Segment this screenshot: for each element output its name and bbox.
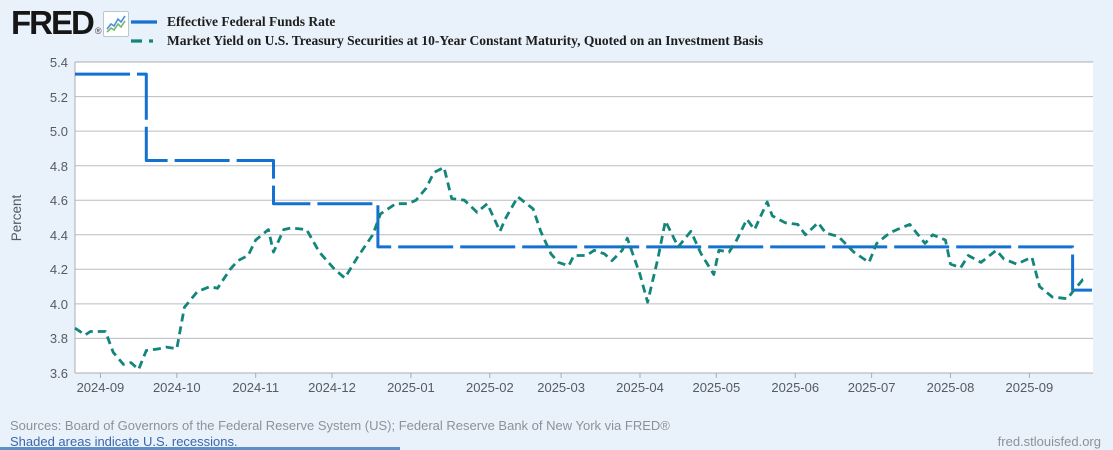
y-tick-label: 5.2 xyxy=(49,89,68,105)
chart-legend: Effective Federal Funds Rate Market Yiel… xyxy=(130,12,763,50)
x-tick-label: 2025-06 xyxy=(771,380,820,395)
registered-mark: ® xyxy=(94,26,102,36)
fred-logo-text: FRED xyxy=(11,4,95,41)
legend-label-10y-treasury: Market Yield on U.S. Treasury Securities… xyxy=(167,32,764,48)
bottom-accent-bar xyxy=(0,447,400,450)
sources-text: Sources: Board of Governors of the Feder… xyxy=(10,418,670,433)
y-tick-label: 4.4 xyxy=(49,227,68,243)
x-tick-label: 2025-05 xyxy=(692,380,741,395)
y-tick-label: 4.2 xyxy=(49,262,68,278)
y-tick-label: 3.8 xyxy=(49,331,68,347)
y-tick-label: 4.6 xyxy=(49,193,68,209)
y-tick-label: 4.0 xyxy=(49,296,68,312)
y-tick-label: 5.4 xyxy=(49,55,68,70)
x-tick-label: 2025-03 xyxy=(537,380,585,395)
legend-swatch-solid-line xyxy=(131,19,157,24)
fred-site-text: fred.stlouisfed.org xyxy=(997,434,1101,449)
x-tick-label: 2025-07 xyxy=(847,380,896,395)
x-tick-label: 2024-09 xyxy=(76,380,125,395)
x-tick-label: 2024-12 xyxy=(308,380,356,395)
x-tick-label: 2025-04 xyxy=(616,380,664,395)
y-tick-label: 4.8 xyxy=(49,158,68,174)
x-tick-label: 2025-01 xyxy=(387,380,435,395)
y-tick-label: 5.0 xyxy=(49,124,68,140)
y-tick-label: 3.6 xyxy=(49,366,68,381)
x-tick-label: 2024-11 xyxy=(232,380,280,395)
x-tick-label: 2025-09 xyxy=(1005,380,1054,395)
legend-label-effr: Effective Federal Funds Rate xyxy=(167,13,336,29)
legend-item-effr[interactable]: Effective Federal Funds Rate xyxy=(130,12,763,31)
fred-logo[interactable]: FRED ® xyxy=(11,4,130,41)
x-tick-label: 2025-02 xyxy=(465,380,514,395)
x-tick-label: 2024-10 xyxy=(152,380,201,395)
x-tick-label: 2025-08 xyxy=(926,380,975,395)
legend-swatch-dashed-line xyxy=(131,38,159,43)
legend-item-10y-treasury[interactable]: Market Yield on U.S. Treasury Securities… xyxy=(130,31,763,50)
fred-chart-icon xyxy=(103,11,130,37)
recession-note-link[interactable]: Shaded areas indicate U.S. recessions. xyxy=(10,434,238,449)
